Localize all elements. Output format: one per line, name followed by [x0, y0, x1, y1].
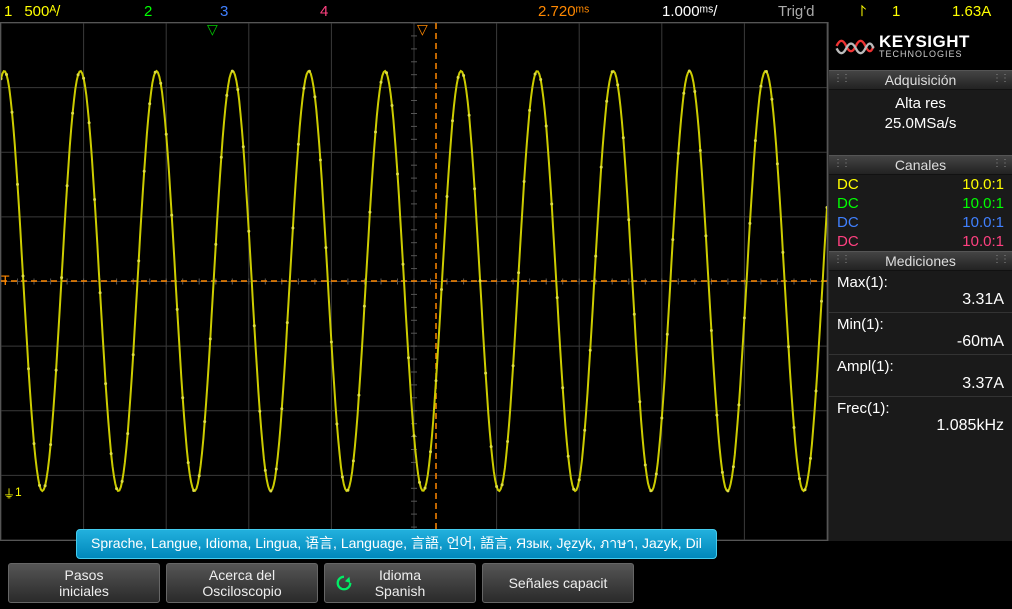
trigger-edge-icon: ⨡	[860, 3, 866, 20]
measurement-min-label: Min(1):	[829, 313, 1012, 333]
softkey-about[interactable]: Acerca del Osciloscopio	[166, 563, 318, 603]
brand-logo: KEYSIGHT TECHNOLOGIES	[829, 22, 1012, 70]
timebase-marker-orange: ▽	[417, 21, 428, 38]
measurement-min-value: -60mA	[829, 333, 1012, 355]
softkey-2-line1: Acerca del	[167, 567, 317, 583]
channels-header[interactable]: Canales	[829, 155, 1012, 175]
measurement-ampl-label: Ampl(1):	[829, 355, 1012, 375]
trigger-level: 1.63A	[952, 3, 991, 20]
channel-3-ratio: 10.0:1	[962, 214, 1004, 231]
softkey-language[interactable]: Idioma Spanish	[324, 563, 476, 603]
ground-marker-icon: ⏚	[3, 485, 15, 502]
acquisition-header[interactable]: Adquisición	[829, 70, 1012, 90]
measurement-freq-value: 1.085kHz	[829, 417, 1012, 438]
channel-1-row: DC 10.0:1	[829, 175, 1012, 194]
measurement-max-label: Max(1):	[829, 271, 1012, 291]
main-display-area: ▽ ▽ T ⏚ 1 KEYSIGHT TECHNOLOGIES Adquisic…	[0, 22, 1012, 541]
softkey-4-line1: Señales capacit	[483, 575, 633, 591]
language-help-banner: Sprache, Langue, Idioma, Lingua, 语言, Lan…	[76, 529, 717, 559]
channel-3-row: DC 10.0:1	[829, 213, 1012, 232]
channel-1-scale: 500ᴬ/	[24, 3, 60, 20]
trigger-channel: 1	[892, 3, 900, 20]
measurement-ampl-value: 3.37A	[829, 375, 1012, 397]
acquisition-body: Alta res 25.0MSa/s	[829, 90, 1012, 137]
channel-1-ratio: 10.0:1	[962, 176, 1004, 193]
channel-2-ratio: 10.0:1	[962, 195, 1004, 212]
measurements-header[interactable]: Mediciones	[829, 251, 1012, 271]
brand-subtitle: TECHNOLOGIES	[879, 50, 970, 59]
measurement-freq-label: Frec(1):	[829, 397, 1012, 417]
top-status-bar: 1 500ᴬ/ 2 3 4 2.720ᵐˢ 1.000ᵐˢ/ Trig'd ⨡ …	[0, 0, 1012, 22]
softkey-training-signals[interactable]: Señales capacit	[482, 563, 634, 603]
channel-4-indicator: 4	[320, 3, 328, 20]
channel-4-ratio: 10.0:1	[962, 233, 1004, 250]
channel-3-coupling: DC	[837, 214, 859, 231]
channel-4-coupling: DC	[837, 233, 859, 250]
keysight-wave-icon	[835, 32, 875, 60]
waveform-display[interactable]: ▽ ▽ T ⏚ 1	[0, 22, 828, 541]
acquisition-rate: 25.0MSa/s	[837, 114, 1004, 134]
trigger-status: Trig'd	[778, 3, 814, 20]
waveform-svg	[1, 23, 827, 540]
trigger-level-marker: T	[1, 272, 10, 288]
softkey-initial-steps[interactable]: Pasos iniciales	[8, 563, 160, 603]
channel-2-row: DC 10.0:1	[829, 194, 1012, 213]
softkey-1-line2: iniciales	[9, 583, 159, 599]
channel-3-indicator: 3	[220, 3, 228, 20]
brand-name: KEYSIGHT	[879, 33, 970, 50]
delay-value: 2.720ᵐˢ	[538, 3, 589, 20]
channel-1-indicator: 1	[4, 3, 12, 20]
channel-2-coupling: DC	[837, 195, 859, 212]
timebase-value: 1.000ᵐˢ/	[662, 3, 717, 20]
ground-channel-label: 1	[15, 485, 22, 499]
ref-marker-green: ▽	[207, 21, 218, 38]
side-panel: KEYSIGHT TECHNOLOGIES Adquisición Alta r…	[828, 22, 1012, 541]
channel-2-indicator: 2	[144, 3, 152, 20]
channel-1-coupling: DC	[837, 176, 859, 193]
softkey-2-line2: Osciloscopio	[167, 583, 317, 599]
measurement-max-value: 3.31A	[829, 291, 1012, 313]
softkey-bar: Pasos iniciales Acerca del Osciloscopio …	[0, 559, 1012, 609]
refresh-icon	[335, 574, 353, 592]
softkey-1-line1: Pasos	[9, 567, 159, 583]
channel-4-row: DC 10.0:1	[829, 232, 1012, 251]
acquisition-mode: Alta res	[837, 94, 1004, 114]
